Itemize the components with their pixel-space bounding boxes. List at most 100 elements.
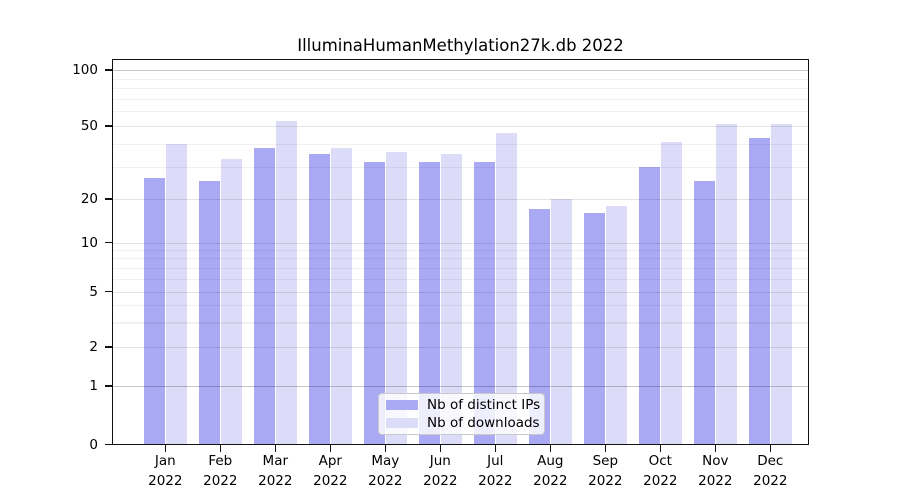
bar-downloads-feb xyxy=(220,159,243,445)
bar-distinct-ips-aug xyxy=(528,209,551,445)
bar-distinct-ips-nov xyxy=(693,181,716,445)
y-tick-label-5: 5 xyxy=(89,283,98,300)
x-tick-label-dec: Dec 2022 xyxy=(738,452,802,491)
major-gridline-20 xyxy=(112,199,809,201)
x-tick-mar xyxy=(274,445,276,452)
bar-distinct-ips-oct xyxy=(638,166,661,445)
bar-distinct-ips-may xyxy=(363,161,386,445)
x-tick-label-feb: Feb 2022 xyxy=(188,452,252,491)
minor-gridline-4 xyxy=(112,305,809,307)
y-tick-label-2: 2 xyxy=(89,339,98,355)
bar-distinct-ips-jun xyxy=(418,161,441,445)
y-tick-5 xyxy=(105,290,112,293)
x-tick-label-jan: Jan 2022 xyxy=(133,452,197,491)
x-tick-may xyxy=(384,445,386,452)
x-tick-year: 2022 xyxy=(588,472,623,489)
bar-downloads-jun xyxy=(440,154,463,445)
minor-gridline-70 xyxy=(112,98,809,100)
y-tick-20 xyxy=(105,198,112,200)
x-tick-aug xyxy=(549,445,551,452)
minor-gridline-30 xyxy=(112,166,809,168)
bar-downloads-apr xyxy=(330,147,353,445)
bar-downloads-jul xyxy=(495,132,518,445)
x-tick-label-aug: Aug 2022 xyxy=(518,452,582,491)
legend-label-distinct-ips: Nb of distinct IPs xyxy=(427,397,541,413)
y-tick-label-50: 50 xyxy=(80,118,98,134)
bar-downloads-nov xyxy=(715,124,738,445)
x-tick-year: 2022 xyxy=(423,472,458,489)
y-tick-label-0: 0 xyxy=(89,436,98,453)
legend: Nb of distinct IPs Nb of downloads xyxy=(378,393,545,435)
bar-downloads-jan xyxy=(165,143,188,445)
x-tick-month: Sep xyxy=(592,453,619,469)
legend-item-downloads: Nb of downloads xyxy=(386,414,540,432)
bar-downloads-mar xyxy=(275,121,298,445)
x-tick-month: May xyxy=(371,453,400,469)
legend-swatch-downloads xyxy=(386,418,418,428)
y-tick-label-20: 20 xyxy=(80,191,98,207)
x-tick-sep xyxy=(604,445,606,452)
x-tick-apr xyxy=(329,445,331,452)
x-tick-label-oct: Oct 2022 xyxy=(628,452,692,491)
legend-swatch-distinct-ips xyxy=(386,400,418,410)
y-tick-label-100: 100 xyxy=(72,62,98,78)
minor-gridline-60 xyxy=(112,111,809,113)
y-tick-10 xyxy=(105,241,112,244)
minor-gridline-6 xyxy=(112,278,809,280)
x-tick-month: Mar xyxy=(262,453,289,469)
bar-downloads-sep xyxy=(605,205,628,445)
minor-gridline-40 xyxy=(112,143,809,145)
x-tick-label-nov: Nov 2022 xyxy=(683,452,747,491)
x-tick-label-jun: Jun 2022 xyxy=(408,452,472,491)
y-tick-label-10: 10 xyxy=(80,234,98,251)
x-tick-month: Aug xyxy=(537,453,564,469)
major-gridline-1 xyxy=(112,386,809,388)
y-tick-50 xyxy=(105,125,112,127)
minor-gridline-8 xyxy=(112,258,809,260)
x-tick-year: 2022 xyxy=(478,472,513,489)
bar-downloads-may xyxy=(385,152,408,445)
x-tick-label-sep: Sep 2022 xyxy=(573,452,637,491)
y-tick-0 xyxy=(105,443,112,446)
y-tick-label-1: 1 xyxy=(89,378,98,394)
bar-distinct-ips-dec xyxy=(748,138,771,445)
x-tick-month: Apr xyxy=(318,453,342,469)
bar-distinct-ips-feb xyxy=(198,181,221,445)
x-tick-year: 2022 xyxy=(643,472,678,489)
x-tick-jul xyxy=(494,445,496,452)
y-tick-1 xyxy=(105,385,112,387)
x-tick-year: 2022 xyxy=(533,472,568,489)
y-tick-100 xyxy=(105,69,112,71)
x-tick-label-may: May 2022 xyxy=(353,452,417,491)
x-tick-year: 2022 xyxy=(258,472,293,489)
bar-distinct-ips-mar xyxy=(253,147,276,445)
x-tick-month: Jul xyxy=(487,453,504,469)
legend-item-distinct-ips: Nb of distinct IPs xyxy=(386,396,541,414)
minor-gridline-3 xyxy=(112,322,809,324)
legend-label-downloads: Nb of downloads xyxy=(427,415,540,431)
x-tick-nov xyxy=(714,445,716,452)
major-gridline-5 xyxy=(112,291,809,293)
minor-gridline-7 xyxy=(112,267,809,269)
x-tick-month: Jan xyxy=(154,453,176,469)
y-tick-2 xyxy=(105,346,112,348)
bar-downloads-oct xyxy=(660,141,683,445)
minor-gridline-80 xyxy=(112,88,809,90)
x-tick-year: 2022 xyxy=(203,472,238,489)
x-tick-year: 2022 xyxy=(753,472,788,489)
x-tick-year: 2022 xyxy=(313,472,348,489)
bar-distinct-ips-jul xyxy=(473,161,496,445)
minor-gridline-90 xyxy=(112,78,809,80)
bar-distinct-ips-sep xyxy=(583,213,606,445)
bar-downloads-aug xyxy=(550,199,573,445)
x-tick-month: Feb xyxy=(208,453,233,469)
x-tick-year: 2022 xyxy=(368,472,403,489)
x-tick-jun xyxy=(439,445,441,452)
x-tick-label-jul: Jul 2022 xyxy=(463,452,527,491)
x-tick-year: 2022 xyxy=(698,472,733,489)
bar-distinct-ips-apr xyxy=(308,154,331,445)
x-tick-jan xyxy=(164,445,166,452)
x-tick-month: Nov xyxy=(702,453,729,469)
x-tick-label-apr: Apr 2022 xyxy=(298,452,362,491)
